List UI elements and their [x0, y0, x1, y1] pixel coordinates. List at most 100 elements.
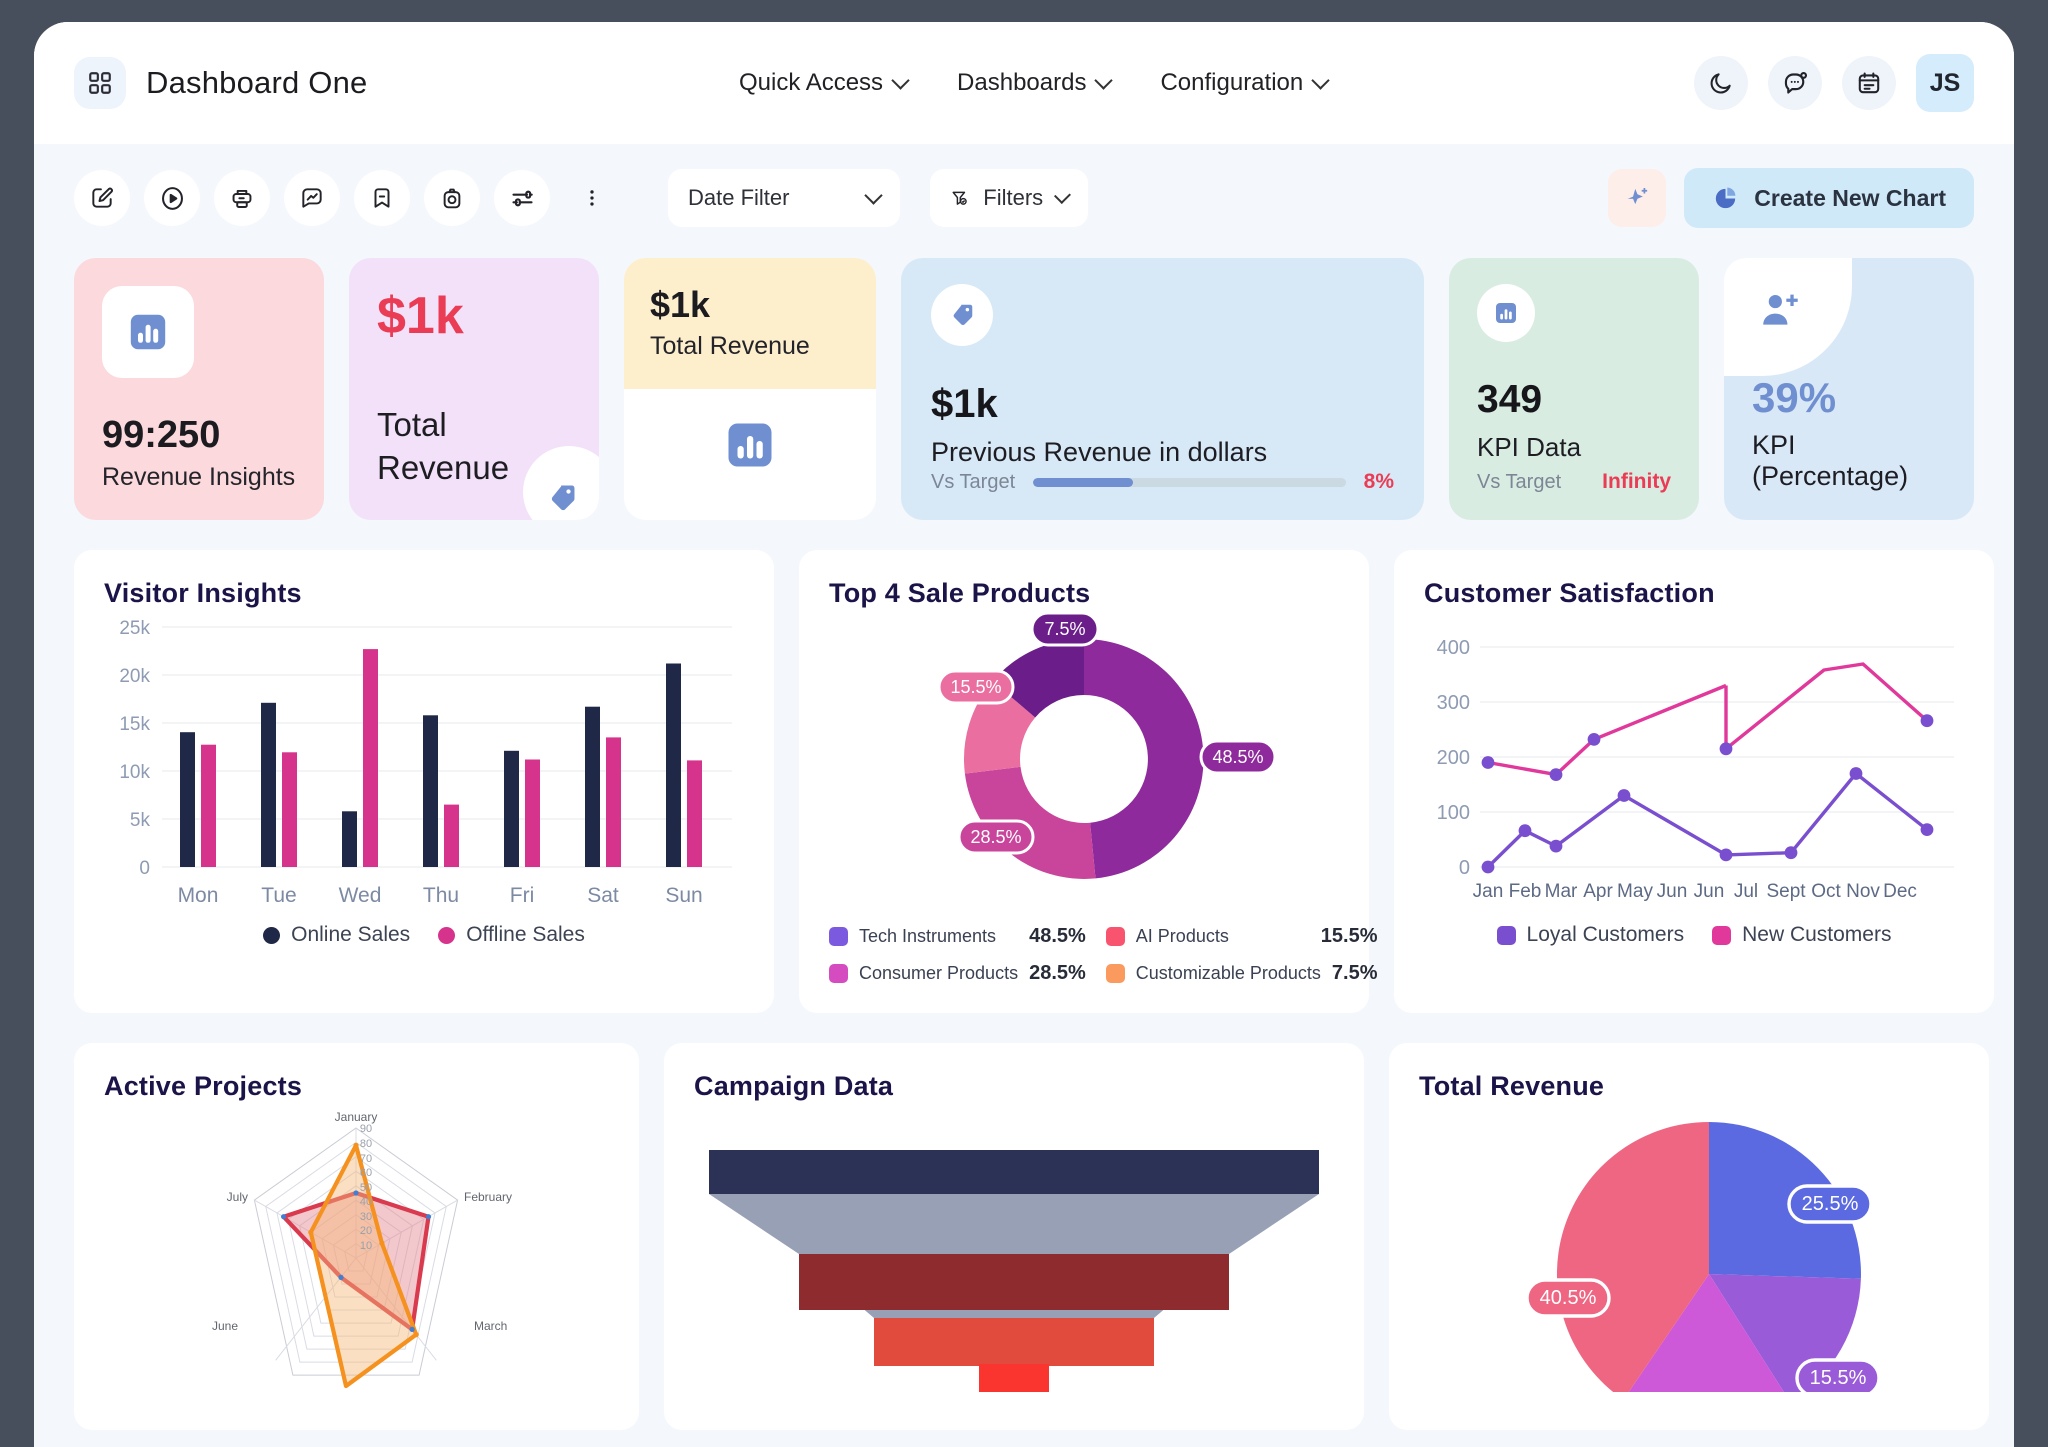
svg-text:Jun: Jun: [1657, 881, 1688, 902]
svg-text:15.5%: 15.5%: [950, 677, 1001, 697]
card-visitor-insights: Visitor Insights 25k 20k 15k 10k 5k 0: [74, 550, 774, 1013]
calendar-button[interactable]: [1842, 56, 1896, 110]
kpi-value: 39%: [1752, 374, 1837, 421]
legend-item-online-sales: Online Sales: [263, 923, 410, 947]
print-button[interactable]: [214, 170, 270, 226]
svg-text:300: 300: [1437, 692, 1470, 714]
kpi-label: Previous Revenue in dollars: [931, 437, 1268, 467]
svg-text:5k: 5k: [130, 810, 151, 831]
chevron-down-icon: [1094, 71, 1114, 90]
kpi-label: Total Revenue: [377, 406, 510, 486]
slice-label-7: 7.5%: [1030, 611, 1100, 647]
kpi-card-total-revenue-purple[interactable]: $1k Total Revenue: [349, 258, 599, 520]
legend-value: 7.5%: [1331, 962, 1378, 984]
filters-select[interactable]: Filters: [930, 169, 1088, 227]
charts-row-2: Active Projects: [34, 1013, 2014, 1430]
svg-text:50: 50: [360, 1182, 372, 1194]
legend-item-loyal-customers: Loyal Customers: [1496, 923, 1685, 947]
comment-button[interactable]: [284, 170, 340, 226]
app-header: Dashboard One Quick Access Dashboards Co…: [34, 22, 2014, 144]
top4-legend: Tech Instruments 48.5% AI Products 15.5%…: [829, 925, 1377, 985]
svg-text:Nov: Nov: [1846, 881, 1880, 902]
bookmark-button[interactable]: [354, 170, 410, 226]
edit-button[interactable]: [74, 170, 130, 226]
kpi-value: $1k: [377, 287, 464, 345]
ai-assist-button[interactable]: [1608, 169, 1667, 227]
svg-text:30: 30: [360, 1211, 372, 1223]
vs-target-row: Vs Target 8%: [931, 470, 1394, 494]
svg-text:Dec: Dec: [1883, 881, 1917, 902]
kpi-value: $1k: [931, 382, 998, 426]
slice-label-48: 48.5%: [1199, 739, 1277, 775]
kpi-card-total-revenue-yellow[interactable]: $1k Total Revenue: [624, 258, 876, 520]
card-title: Active Projects: [104, 1071, 303, 1101]
svg-text:Sat: Sat: [587, 884, 619, 907]
create-new-chart-button[interactable]: Create New Chart: [1684, 168, 1974, 228]
kpi-card-previous-revenue[interactable]: $1k Previous Revenue in dollars Vs Targe…: [901, 258, 1424, 520]
dark-mode-toggle[interactable]: [1694, 56, 1748, 110]
legend-item-customizable-products: Customizable Products 7.5%: [1105, 962, 1378, 985]
svg-text:May: May: [1617, 881, 1653, 902]
header-actions: JS: [1694, 54, 1974, 112]
kpi-card-kpi-percentage[interactable]: 39% KPI (Percentage): [1724, 258, 1974, 520]
nav-configuration[interactable]: Configuration: [1160, 69, 1330, 97]
visitor-insights-chart: 25k 20k 15k 10k 5k 0: [119, 618, 732, 907]
snapshot-button[interactable]: [424, 170, 480, 226]
slice-label-25: 25.5%: [1787, 1184, 1873, 1224]
nav-dashboards[interactable]: Dashboards: [957, 69, 1114, 97]
legend-swatch: [1105, 964, 1125, 983]
legend-swatch: [1496, 925, 1516, 945]
nav-quick-access-label: Quick Access: [739, 69, 884, 96]
card-top4-sale-products: Top 4 Sale Products 48.5%: [799, 550, 1377, 1013]
svg-text:15.5%: 15.5%: [1810, 1367, 1867, 1389]
play-button[interactable]: [144, 170, 200, 226]
calendar-icon: [1858, 72, 1880, 94]
vs-target-label: Vs Target: [1477, 470, 1562, 493]
svg-text:10k: 10k: [119, 762, 150, 783]
date-filter-label: Date Filter: [688, 185, 790, 210]
legend-item-new-customers: New Customers: [1712, 923, 1891, 947]
card-title: Total Revenue: [1419, 1071, 1605, 1101]
avatar[interactable]: JS: [1916, 54, 1974, 112]
svg-text:400: 400: [1437, 637, 1470, 659]
create-new-chart-label: Create New Chart: [1754, 184, 1946, 211]
tag-glyph: [551, 485, 575, 511]
date-filter-select[interactable]: Date Filter: [668, 169, 900, 227]
kpi-card-kpi-data[interactable]: 349 KPI Data Vs Target Infinity: [1449, 258, 1699, 520]
card-title: Campaign Data: [694, 1071, 894, 1101]
svg-text:January: January: [335, 1110, 378, 1124]
kpi-row: 99:250 Revenue Insights $1k Total Revenu…: [34, 228, 2014, 520]
customer-satisfaction-legend: Loyal Customers New Customers: [1424, 923, 1964, 947]
settings-button[interactable]: [494, 170, 550, 226]
chat-notification-icon: [1784, 71, 1807, 94]
legend-label: AI Products: [1135, 926, 1229, 946]
svg-text:25.5%: 25.5%: [1802, 1193, 1859, 1215]
progress-bar: [1033, 477, 1346, 487]
top4-donut-chart: 48.5% 28.5% 15.5% 7.5%: [937, 611, 1277, 879]
svg-text:70: 70: [360, 1153, 372, 1165]
kpi-card-revenue-insights[interactable]: 99:250 Revenue Insights: [74, 258, 324, 520]
svg-text:Oct: Oct: [1811, 881, 1841, 902]
sliders-icon: [511, 190, 533, 206]
svg-text:0: 0: [1459, 857, 1470, 879]
legend-label: New Customers: [1742, 923, 1892, 946]
brand: Dashboard One: [74, 57, 367, 109]
legend-label: Tech Instruments: [859, 926, 997, 946]
more-button[interactable]: [564, 170, 620, 226]
grid-icon: [74, 57, 126, 109]
user-add-glyph: [1763, 294, 1798, 325]
charts-row-1: Visitor Insights 25k 20k 15k 10k 5k 0: [34, 520, 2014, 1013]
legend-item-ai-products: AI Products 15.5%: [1105, 925, 1377, 948]
legend-swatch: [263, 926, 281, 944]
slice-label-40: 40.5%: [1525, 1278, 1611, 1318]
nav-configuration-label: Configuration: [1160, 69, 1304, 96]
svg-text:July: July: [227, 1190, 248, 1204]
nav-quick-access[interactable]: Quick Access: [739, 69, 910, 97]
messages-button[interactable]: [1768, 56, 1822, 110]
legend-label: Loyal Customers: [1526, 923, 1685, 946]
legend-label: Online Sales: [291, 923, 411, 946]
kpi-label: Total Revenue: [650, 332, 810, 360]
tag-icon: [523, 446, 599, 520]
kpi-label: KPI Data: [1477, 432, 1582, 462]
slice-label-15: 15.5%: [1795, 1358, 1881, 1392]
